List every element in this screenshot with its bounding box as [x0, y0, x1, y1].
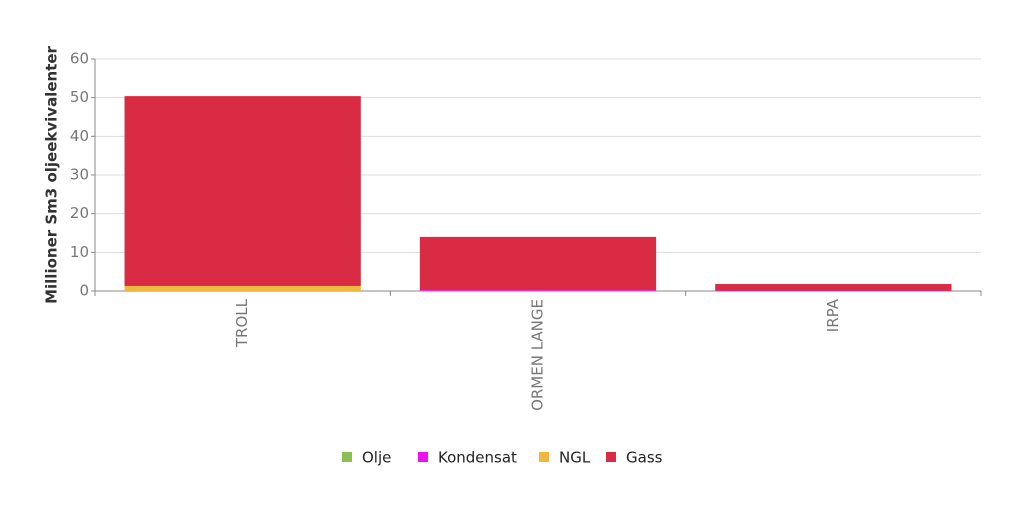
- x-tick-label: ORMEN LANGE: [529, 299, 547, 411]
- y-axis-label: Millioner Sm3 oljeekvivalenter: [43, 45, 61, 303]
- x-tick-label: IRPA: [824, 298, 842, 332]
- legend-swatch: [606, 452, 616, 462]
- legend-swatch: [418, 452, 428, 462]
- bar-segment: [124, 285, 361, 291]
- x-tick-label: TROLL: [233, 298, 251, 348]
- legend-swatch: [342, 452, 352, 462]
- legend-label: Kondensat: [438, 449, 517, 467]
- y-tick-label: 50: [70, 88, 89, 106]
- bar-segment: [419, 236, 657, 291]
- legend-label: NGL: [559, 449, 591, 467]
- y-tick-label: 0: [79, 282, 89, 300]
- y-tick-label: 60: [70, 50, 89, 68]
- bar-segment: [419, 290, 657, 291]
- bar-segment: [715, 284, 952, 291]
- legend-label: Gass: [626, 449, 663, 467]
- y-tick-label: 40: [70, 127, 89, 145]
- legend-swatch: [539, 452, 549, 462]
- y-tick-label: 20: [70, 204, 89, 222]
- y-tick-label: 30: [70, 166, 89, 184]
- y-tick-label: 10: [70, 243, 89, 261]
- bar-segment: [124, 96, 361, 286]
- legend-label: Olje: [362, 449, 391, 467]
